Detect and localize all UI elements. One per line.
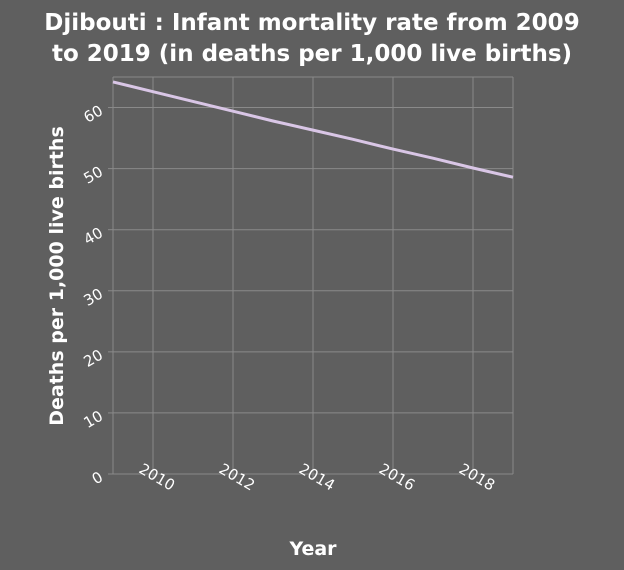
x-tick-label-2010: 2010 [136,460,178,495]
y-tick-label-40: 40 [80,224,106,249]
grid [112,76,514,475]
y-tick-label-50: 50 [80,162,106,187]
y-tick-label-20: 20 [80,346,106,371]
chart-title-line-2: to 2019 (in deaths per 1,000 live births… [52,41,572,67]
series-line-0 [112,80,514,179]
y-tick-label-60: 60 [80,101,106,126]
y-tick-label-10: 10 [80,407,106,432]
y-axis-ticks: 0 10 20 30 40 50 60 [80,101,113,488]
x-axis-ticks: 2010 2012 2014 2016 2018 [136,460,498,495]
x-axis-label: Year [288,538,337,560]
chart-title-line-1: Djibouti : Infant mortality rate from 20… [44,10,579,36]
y-tick-label-30: 30 [80,285,106,310]
x-tick-label-2016: 2016 [376,460,418,495]
x-tick-label-2018: 2018 [456,460,498,495]
x-tick-label-2012: 2012 [216,460,258,495]
series-layer [112,80,514,179]
y-axis-label: Deaths per 1,000 live births [46,126,68,426]
y-tick-label-0: 0 [89,468,106,488]
x-tick-label-2014: 2014 [296,460,338,495]
